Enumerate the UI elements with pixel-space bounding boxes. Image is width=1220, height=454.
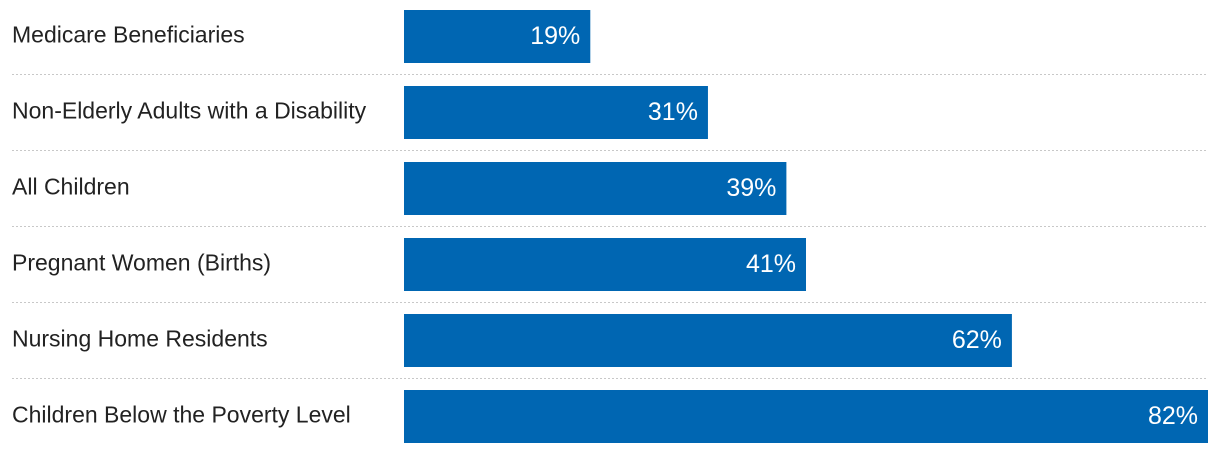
bar xyxy=(404,162,787,215)
category-label: Pregnant Women (Births) xyxy=(12,250,271,276)
bar-value-label: 39% xyxy=(726,174,776,202)
category-label: Children Below the Poverty Level xyxy=(12,402,351,428)
bar xyxy=(404,390,1208,443)
bar-value-label: 62% xyxy=(952,326,1002,354)
category-labels: Medicare Beneficiaries Non-Elderly Adults… xyxy=(12,22,367,428)
bar-value-label: 31% xyxy=(648,98,698,126)
bar xyxy=(404,314,1012,367)
row-dividers xyxy=(12,74,1208,379)
category-label: Non-Elderly Adults with a Disability xyxy=(12,98,367,124)
bar-value-label: 19% xyxy=(530,22,580,50)
bar xyxy=(404,86,708,139)
category-label: Medicare Beneficiaries xyxy=(12,22,245,48)
bars: 19% 31% 39% 41% 62% 82% xyxy=(404,10,1208,443)
category-label: All Children xyxy=(12,174,130,200)
bar-value-label: 41% xyxy=(746,250,796,278)
category-label: Nursing Home Residents xyxy=(12,326,268,352)
bar xyxy=(404,238,806,291)
bar-value-label: 82% xyxy=(1148,402,1198,430)
bar xyxy=(404,10,591,63)
